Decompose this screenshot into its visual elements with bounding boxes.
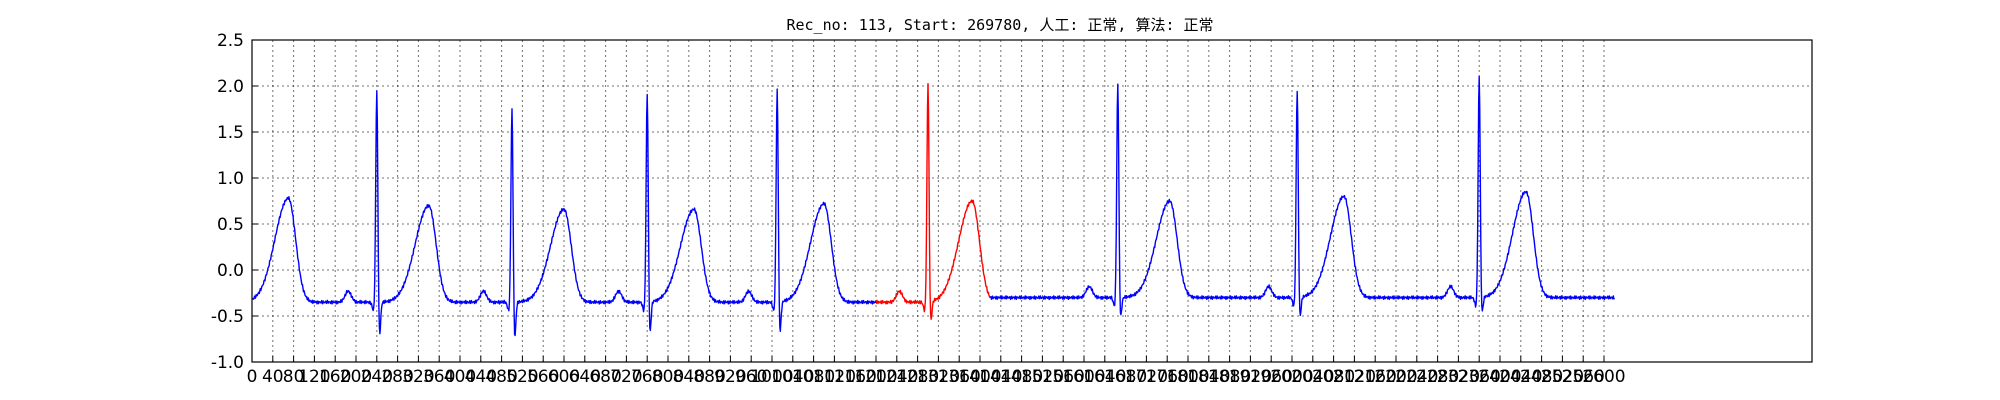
x-tick-label: 2080 xyxy=(1312,367,1355,387)
x-tick-label: 680 xyxy=(589,367,621,387)
x-tick-label: 320 xyxy=(402,367,434,387)
x-tick-label: 840 xyxy=(673,367,705,387)
x-tick-label: 720 xyxy=(610,367,642,387)
x-tick-label: 160 xyxy=(319,367,351,387)
y-tick-label: 1.5 xyxy=(217,123,244,143)
x-tick-label: 1840 xyxy=(1187,367,1230,387)
grid xyxy=(251,39,1812,363)
x-tick-label: 1440 xyxy=(979,367,1022,387)
x-tick-label: 2320 xyxy=(1437,367,1480,387)
x-tick-label: 2520 xyxy=(1541,367,1584,387)
x-tick-label: 440 xyxy=(465,367,497,387)
x-tick-label: 1680 xyxy=(1104,367,1147,387)
x-tick-label: 1960 xyxy=(1250,367,1293,387)
x-tick-label: 640 xyxy=(569,367,601,387)
y-tick-label: 1.0 xyxy=(217,169,244,189)
y-tick-label: -1.0 xyxy=(211,353,244,373)
x-tick-label: 960 xyxy=(735,367,767,387)
x-tick-label: 280 xyxy=(381,367,413,387)
x-tick-label: 200 xyxy=(340,367,372,387)
x-tick-label: 40 xyxy=(262,367,284,387)
x-tick-label: 360 xyxy=(423,367,455,387)
x-tick-label: 1320 xyxy=(917,367,960,387)
x-tick-label: 1360 xyxy=(938,367,981,387)
x-tick-label: 560 xyxy=(527,367,559,387)
x-tick-label: 1600 xyxy=(1062,367,1105,387)
x-tick-label: 2040 xyxy=(1291,367,1334,387)
y-tick-label: 2.0 xyxy=(217,77,244,97)
y-tick-label: 0.0 xyxy=(217,261,244,281)
x-tick-label: 1080 xyxy=(792,367,835,387)
x-tick-label: 1560 xyxy=(1042,367,1085,387)
plot-frame xyxy=(251,39,1813,363)
x-tick-label: 1480 xyxy=(1000,367,1043,387)
x-tick-label: 1120 xyxy=(813,367,856,387)
x-tick-label: 2120 xyxy=(1333,367,1376,387)
y-tick-label: -0.5 xyxy=(211,307,244,327)
x-tick-label: 520 xyxy=(506,367,538,387)
x-tick-label: 1040 xyxy=(771,367,814,387)
x-tick-label: 600 xyxy=(548,367,580,387)
ecg-series-after xyxy=(990,75,1615,317)
x-tick-label: 2240 xyxy=(1395,367,1438,387)
x-tick-label: 120 xyxy=(298,367,330,387)
x-tick-label: 1640 xyxy=(1083,367,1126,387)
ecg-series-highlighted xyxy=(875,83,991,320)
series-layer xyxy=(251,75,1615,337)
x-tick-label: 2600 xyxy=(1582,367,1625,387)
x-tick-label: 1800 xyxy=(1166,367,1209,387)
x-tick-label: 1520 xyxy=(1021,367,1064,387)
x-tick-label: 1720 xyxy=(1125,367,1168,387)
y-tick-label: 2.5 xyxy=(217,31,244,51)
x-tick-label: 2280 xyxy=(1416,367,1459,387)
x-tick-label: 2400 xyxy=(1478,367,1521,387)
x-tick-label: 0 xyxy=(247,367,258,387)
y-tick-label: 0.5 xyxy=(217,215,244,235)
x-tick-label: 2000 xyxy=(1270,367,1313,387)
x-tick-label: 1000 xyxy=(750,367,793,387)
chart-title: Rec_no: 113, Start: 269780, 人工: 正常, 算法: … xyxy=(786,16,1213,34)
x-tick-label: 1200 xyxy=(854,367,897,387)
x-tick-label: 2480 xyxy=(1520,367,1563,387)
ecg-series-before xyxy=(251,88,877,337)
x-tick-label: 400 xyxy=(444,367,476,387)
x-tick-label: 800 xyxy=(652,367,684,387)
x-tick-label: 920 xyxy=(714,367,746,387)
x-tick-label: 1160 xyxy=(834,367,877,387)
x-tick-label: 1880 xyxy=(1208,367,1251,387)
x-tick-label: 2200 xyxy=(1374,367,1417,387)
x-tick-label: 1240 xyxy=(875,367,918,387)
x-tick-label: 1920 xyxy=(1229,367,1272,387)
x-tick-label: 240 xyxy=(361,367,393,387)
x-tick-label: 80 xyxy=(283,367,305,387)
x-tick-label: 2440 xyxy=(1499,367,1542,387)
x-tick-label: 760 xyxy=(631,367,663,387)
x-tick-label: 2160 xyxy=(1354,367,1397,387)
x-tick-label: 1400 xyxy=(958,367,1001,387)
x-tick-label: 880 xyxy=(693,367,725,387)
x-tick-label: 2560 xyxy=(1562,367,1605,387)
x-tick-label: 1280 xyxy=(896,367,939,387)
x-tick-label: 480 xyxy=(485,367,517,387)
x-tick-label: 2360 xyxy=(1458,367,1501,387)
axes: -1.0-0.50.00.51.01.52.02.50 40 80120160200… xyxy=(211,31,1813,387)
x-tick-label: 1760 xyxy=(1146,367,1189,387)
